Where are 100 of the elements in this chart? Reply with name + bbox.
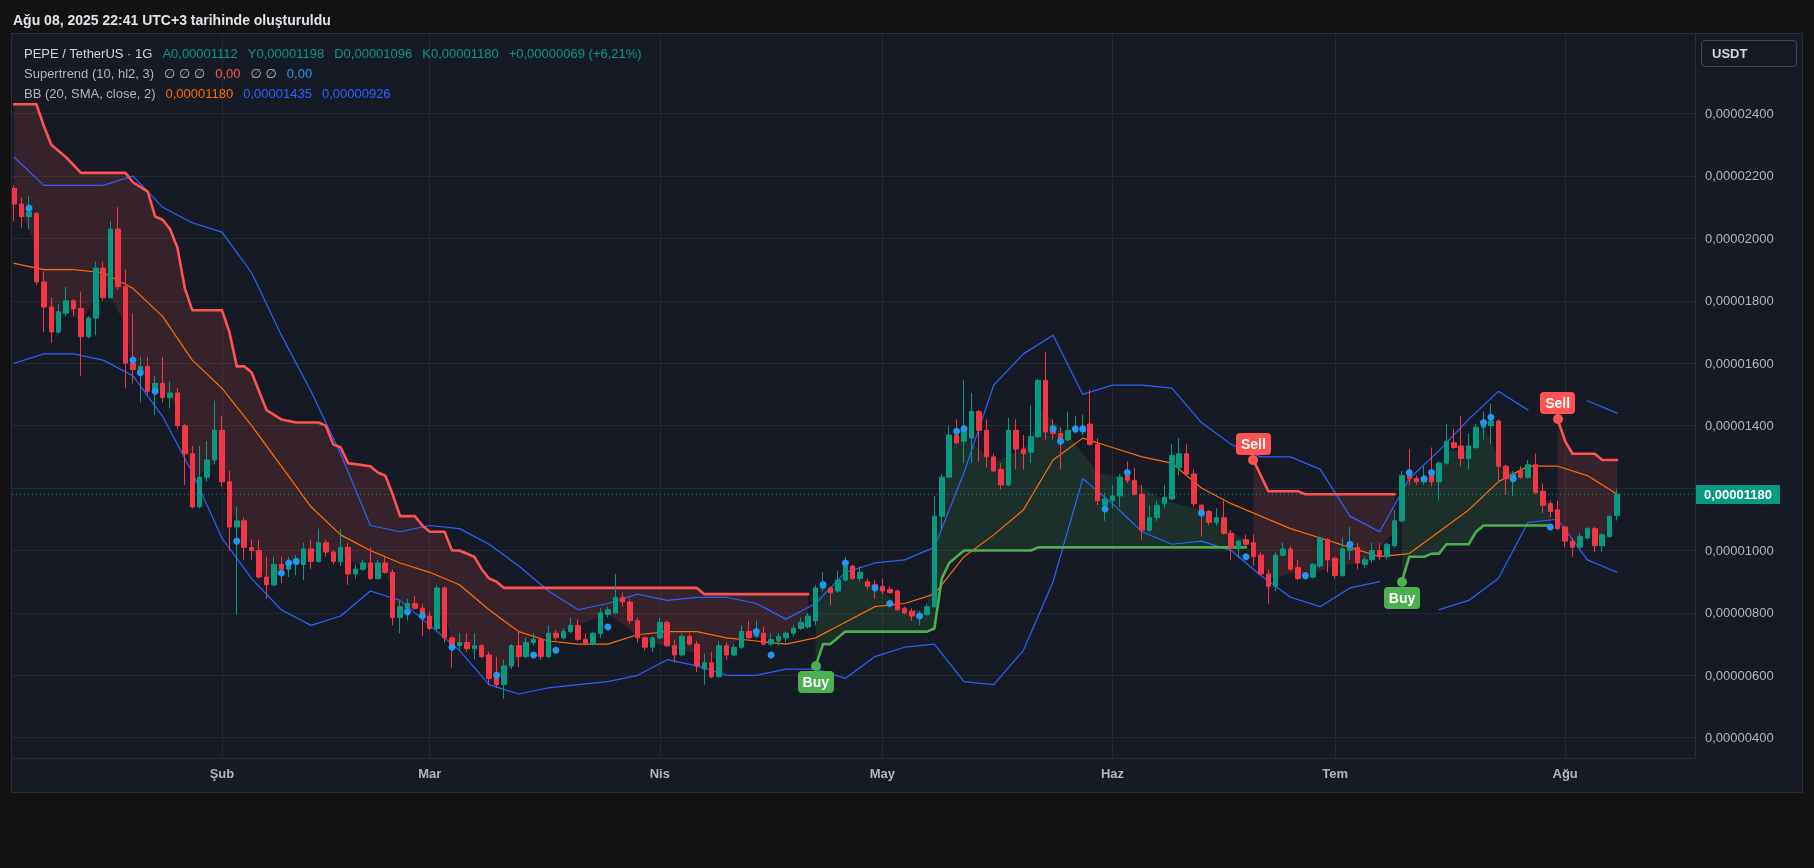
annotation: Y0,00001198 bbox=[247, 45, 325, 61]
point bbox=[1428, 468, 1436, 476]
candlestick bbox=[368, 546, 373, 581]
candlestick bbox=[613, 573, 618, 615]
candlestick bbox=[19, 197, 24, 228]
candlestick bbox=[1599, 532, 1605, 553]
candlestick bbox=[486, 651, 492, 686]
candlestick bbox=[998, 462, 1004, 491]
candlestick bbox=[1125, 461, 1130, 484]
candlestick bbox=[108, 220, 113, 299]
candlestick bbox=[516, 631, 522, 668]
candlestick bbox=[1355, 542, 1360, 570]
candlestick bbox=[813, 584, 818, 626]
point bbox=[1079, 425, 1087, 433]
point bbox=[1487, 413, 1495, 421]
candlestick bbox=[279, 556, 284, 584]
candlestick bbox=[1006, 417, 1011, 487]
point bbox=[552, 646, 560, 654]
candlestick bbox=[123, 269, 128, 389]
unit-button: USDT bbox=[1701, 40, 1797, 67]
y-tick-label: 0,00001000 bbox=[1705, 542, 1774, 558]
candlestick bbox=[642, 635, 648, 651]
x-tick-label: Mar bbox=[418, 766, 442, 781]
candlestick bbox=[249, 539, 254, 561]
candlestick bbox=[865, 578, 870, 590]
y-tick-label: 0,00001800 bbox=[1705, 293, 1774, 309]
annotation: BB (20, SMA, close, 2) bbox=[24, 85, 156, 101]
y-tick-label: 0,00002400 bbox=[1705, 106, 1774, 122]
candlestick bbox=[1273, 551, 1278, 592]
candlestick bbox=[1258, 551, 1264, 576]
candlestick bbox=[523, 637, 529, 659]
point bbox=[886, 600, 894, 608]
candlestick bbox=[1585, 526, 1590, 541]
candlestick bbox=[145, 356, 150, 395]
y-tick-label: 0,00000600 bbox=[1705, 667, 1774, 683]
candlestick bbox=[1540, 482, 1546, 514]
candlestick bbox=[138, 356, 143, 403]
candlestick bbox=[323, 539, 329, 558]
point bbox=[1242, 553, 1250, 561]
candlestick bbox=[739, 624, 744, 650]
candlestick bbox=[1562, 525, 1568, 548]
candlestick bbox=[1325, 537, 1330, 573]
y-tick-label: 0,00000800 bbox=[1705, 605, 1774, 621]
callout: Sell bbox=[1235, 432, 1271, 465]
candlestick bbox=[390, 568, 395, 626]
candlestick bbox=[1340, 537, 1345, 578]
annotation: 0,00000926 bbox=[321, 85, 391, 101]
candlestick bbox=[857, 565, 863, 583]
candlestick bbox=[264, 556, 269, 600]
candlestick bbox=[598, 607, 603, 639]
candlestick bbox=[895, 588, 900, 612]
candlestick bbox=[1518, 465, 1523, 480]
point bbox=[1480, 419, 1487, 427]
candlestick bbox=[345, 542, 351, 586]
candlestick bbox=[1444, 423, 1449, 466]
candlestick bbox=[694, 640, 700, 673]
point bbox=[277, 569, 285, 577]
candlestick bbox=[850, 564, 855, 581]
candlestick bbox=[1139, 484, 1145, 541]
candlestick bbox=[86, 315, 91, 339]
candlestick bbox=[472, 632, 477, 661]
x-tick-label: Tem bbox=[1322, 766, 1348, 781]
candlestick bbox=[63, 286, 69, 317]
candlestick bbox=[776, 632, 781, 647]
candlestick bbox=[1377, 542, 1382, 561]
candlestick bbox=[204, 440, 210, 483]
candlestick bbox=[219, 415, 225, 487]
candlestick bbox=[984, 418, 989, 469]
candlestick bbox=[1021, 434, 1026, 470]
point bbox=[953, 427, 961, 435]
annotation: Sell bbox=[1240, 434, 1266, 453]
candlestick bbox=[212, 400, 217, 466]
candlestick bbox=[1555, 500, 1560, 531]
annotation: 0,00 bbox=[286, 65, 313, 81]
candlestick bbox=[12, 184, 17, 222]
point bbox=[1123, 468, 1131, 476]
candlestick bbox=[605, 606, 611, 619]
candlestick bbox=[1466, 432, 1471, 470]
candlestick bbox=[1191, 468, 1197, 508]
annotation: 0,00001435 bbox=[243, 85, 312, 101]
candlestick bbox=[464, 632, 470, 653]
candlestick bbox=[1147, 504, 1152, 533]
candlestick bbox=[100, 261, 106, 302]
candlestick bbox=[1154, 500, 1160, 522]
candlestick bbox=[902, 606, 907, 615]
candlestick bbox=[316, 528, 321, 564]
point bbox=[448, 643, 456, 651]
candlestick bbox=[115, 206, 121, 291]
candlestick bbox=[1503, 464, 1509, 495]
point bbox=[1546, 523, 1554, 531]
candlestick bbox=[954, 418, 959, 445]
candlestick bbox=[969, 392, 974, 464]
candlestick bbox=[672, 638, 677, 664]
candlestick bbox=[731, 643, 737, 658]
candlestick bbox=[509, 643, 514, 670]
candlestick bbox=[308, 539, 314, 570]
candlestick bbox=[575, 618, 581, 642]
candlestick bbox=[657, 617, 663, 640]
candlestick bbox=[227, 470, 232, 551]
candlestick bbox=[1295, 559, 1301, 581]
